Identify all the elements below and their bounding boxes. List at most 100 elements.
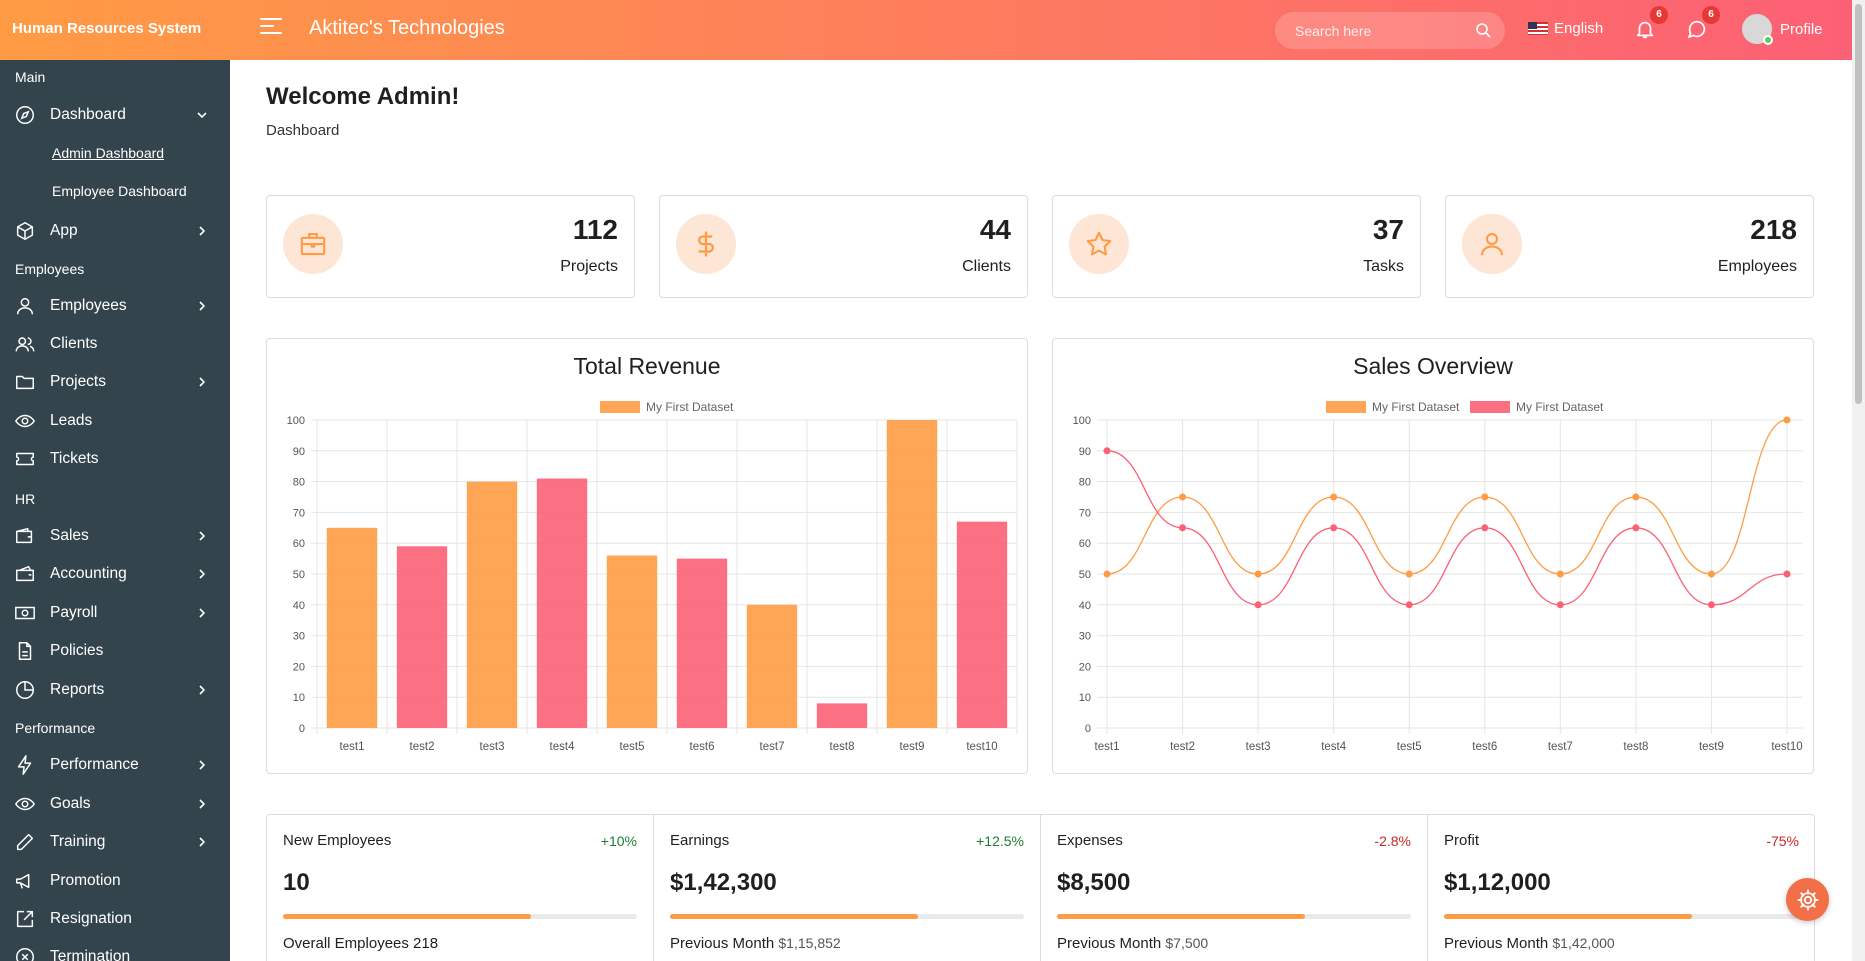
y-tick-label: 0 [1085,723,1091,735]
legend-label: My First Dataset [646,400,734,414]
x-tick-label: test8 [830,741,855,753]
sales-overview-card: Sales Overview 0 10 20 30 40 50 60 70 80 90 100 tes… [1052,338,1814,774]
folder-icon [14,371,36,393]
sidebar-item-dashboard[interactable]: Dashboard [14,101,216,129]
summary-progress-fill [1057,914,1305,919]
summary-footer-label: Previous Month [670,935,775,952]
bar-test5 [606,555,658,728]
chevron-right-icon [196,835,208,853]
sidebar-item-label: Resignation [50,910,132,927]
stat-value: 218 [1750,214,1797,245]
sidebar-item-accounting[interactable]: Accounting [14,560,216,588]
sidebar-item-goals[interactable]: Goals [14,790,216,818]
summary-progress-fill [670,914,918,919]
summary-change: +10% [600,833,637,849]
sidebar-item-label: Tickets [50,450,99,467]
summary-progress-fill [283,914,531,919]
sidebar-item-termination[interactable]: Termination [14,943,216,961]
users-icon [14,333,36,355]
breadcrumb[interactable]: Dashboard [266,122,340,139]
x-tick-label: test5 [620,741,645,753]
sidebar-item-payroll[interactable]: Payroll [14,599,216,627]
profile-menu[interactable]: Profile [1742,14,1823,45]
section-performance: Performance [15,720,96,736]
summary-title: Earnings [670,832,730,849]
summary-footer-label: Previous Month [1444,935,1549,952]
y-tick-label: 40 [1079,600,1091,612]
sidebar-item-label: Employees [50,297,127,314]
chevron-right-icon [196,567,208,585]
scrollbar-thumb[interactable] [1855,4,1862,404]
bar-test3 [466,481,518,728]
y-tick-label: 30 [293,631,305,643]
sidebar-item-reports[interactable]: Reports [14,676,216,704]
summary-profit: Profit -75% $1,12,000 Previous Month $1,… [1428,815,1815,961]
sidebar-item-performance[interactable]: Performance [14,751,216,779]
point-1-test3 [1254,601,1262,609]
sidebar-item-app[interactable]: App [14,217,216,245]
sidebar-item-employees[interactable]: Employees [14,292,216,320]
summary-title: New Employees [283,832,392,849]
sidebar-item-tickets[interactable]: Tickets [14,445,216,473]
section-employees: Employees [15,261,85,277]
y-tick-label: 0 [299,723,305,735]
menu-toggle-icon[interactable] [260,18,282,40]
stat-label: Clients [962,258,1011,275]
legend-swatch [1470,401,1510,413]
search-icon[interactable] [1475,22,1491,43]
point-0-test9 [1707,570,1715,578]
sidebar-item-promotion[interactable]: Promotion [14,867,216,895]
sidebar-item-resignation[interactable]: Resignation [14,905,216,933]
profile-label: Profile [1780,20,1823,38]
bar-test10 [956,521,1008,728]
brand-title[interactable]: Human Resources System [12,20,202,37]
x-tick-label: test6 [690,741,715,753]
x-tick-label: test2 [410,741,435,753]
sidebar-item-clients[interactable]: Clients [14,330,216,358]
notifications-button[interactable]: 6 [1634,6,1668,45]
sidebar-item-leads[interactable]: Leads [14,407,216,435]
sidebar-item-projects[interactable]: Projects [14,368,216,396]
x-tick-label: test1 [1095,741,1120,753]
summary-progress [283,914,637,919]
edit-icon [14,831,36,853]
sidebar-subitem-employee-dashboard[interactable]: Employee Dashboard [52,183,187,199]
sidebar-subitem-admin-dashboard[interactable]: Admin Dashboard [52,145,165,161]
summary-change: -2.8% [1374,833,1411,849]
y-tick-label: 90 [1079,446,1091,458]
y-tick-label: 10 [293,692,305,704]
chart-title: Total Revenue [573,353,721,379]
point-0-test10 [1783,416,1791,424]
total-revenue-card: Total Revenue 0 10 20 30 40 50 60 70 80 90 100 test… [266,338,1028,774]
chevron-right-icon [196,224,208,242]
point-1-test7 [1556,601,1564,609]
language-selector[interactable]: English [1528,20,1603,37]
point-1-test6 [1481,524,1489,532]
sidebar-item-sales[interactable]: Sales [14,522,216,550]
settings-button[interactable] [1786,878,1829,921]
messages-button[interactable]: 6 [1686,6,1720,45]
summary-expenses: Expenses -2.8% $8,500 Previous Month $7,… [1041,815,1428,961]
point-0-test2 [1179,493,1187,501]
search-input[interactable] [1275,12,1465,49]
sidebar-item-policies[interactable]: Policies [14,637,216,665]
point-0-test6 [1481,493,1489,501]
summary-footer-value: $1,42,000 [1552,935,1615,951]
y-tick-label: 80 [293,477,305,489]
y-tick-label: 10 [1079,692,1091,704]
search-box [1275,12,1505,49]
x-tick-label: test5 [1397,741,1422,753]
point-0-test3 [1254,570,1262,578]
sidebar-item-training[interactable]: Training [14,828,216,856]
bar-test4 [536,478,588,728]
page-scrollbar[interactable] [1852,0,1865,961]
chevron-right-icon [196,683,208,701]
x-tick-label: test9 [1699,741,1724,753]
messages-badge: 6 [1702,6,1720,24]
summary-panel: New Employees +10% 10 Overall Employees … [266,814,1815,961]
point-1-test2 [1179,524,1187,532]
x-tick-label: test3 [1246,741,1271,753]
notifications-badge: 6 [1650,6,1668,24]
x-tick-label: test9 [900,741,925,753]
chevron-down-icon [196,108,208,126]
